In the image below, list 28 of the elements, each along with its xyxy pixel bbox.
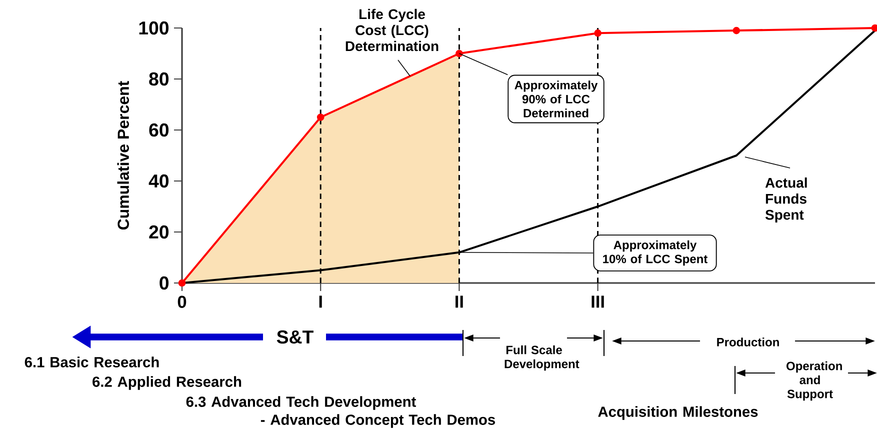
y-tick-label: 0 (160, 276, 169, 290)
annotation: Approximately 90% of LCC Determined (514, 80, 598, 118)
y-tick-label: 100 (139, 21, 169, 35)
annotation: Approximately 10% of LCC Spent (603, 240, 708, 266)
y-tick-label: 60 (149, 123, 169, 137)
x-tick-label: II (456, 296, 463, 308)
legend-label: Actual Funds Spent (765, 177, 807, 223)
text: Acquisition Milestones (598, 406, 758, 420)
text: Full Scale Development (504, 345, 580, 371)
point (178, 279, 186, 287)
x-tick-label: III (592, 296, 604, 308)
x-tick-label: I (319, 296, 322, 308)
text: - Advanced Concept Tech Demos (260, 414, 495, 428)
point (594, 29, 602, 37)
series-label: Life Cycle Cost (LCC) Determination (346, 8, 438, 52)
y-axis-title: Cumulative Percent (117, 81, 129, 230)
point (316, 114, 324, 121)
text: 6.1 Basic Research (24, 356, 159, 368)
y-tick-label: 20 (149, 225, 169, 239)
text: 6.3 Advanced Tech Development (186, 396, 416, 410)
y-tick-label: 80 (149, 72, 169, 86)
point (732, 26, 740, 34)
text: Production (717, 338, 779, 346)
text: S&T (276, 330, 314, 344)
text: 6.2 Applied Research (92, 376, 242, 390)
x-tick-label: 0 (178, 296, 186, 308)
y-tick-label: 40 (148, 174, 169, 188)
text: Operation and Support (786, 361, 842, 401)
